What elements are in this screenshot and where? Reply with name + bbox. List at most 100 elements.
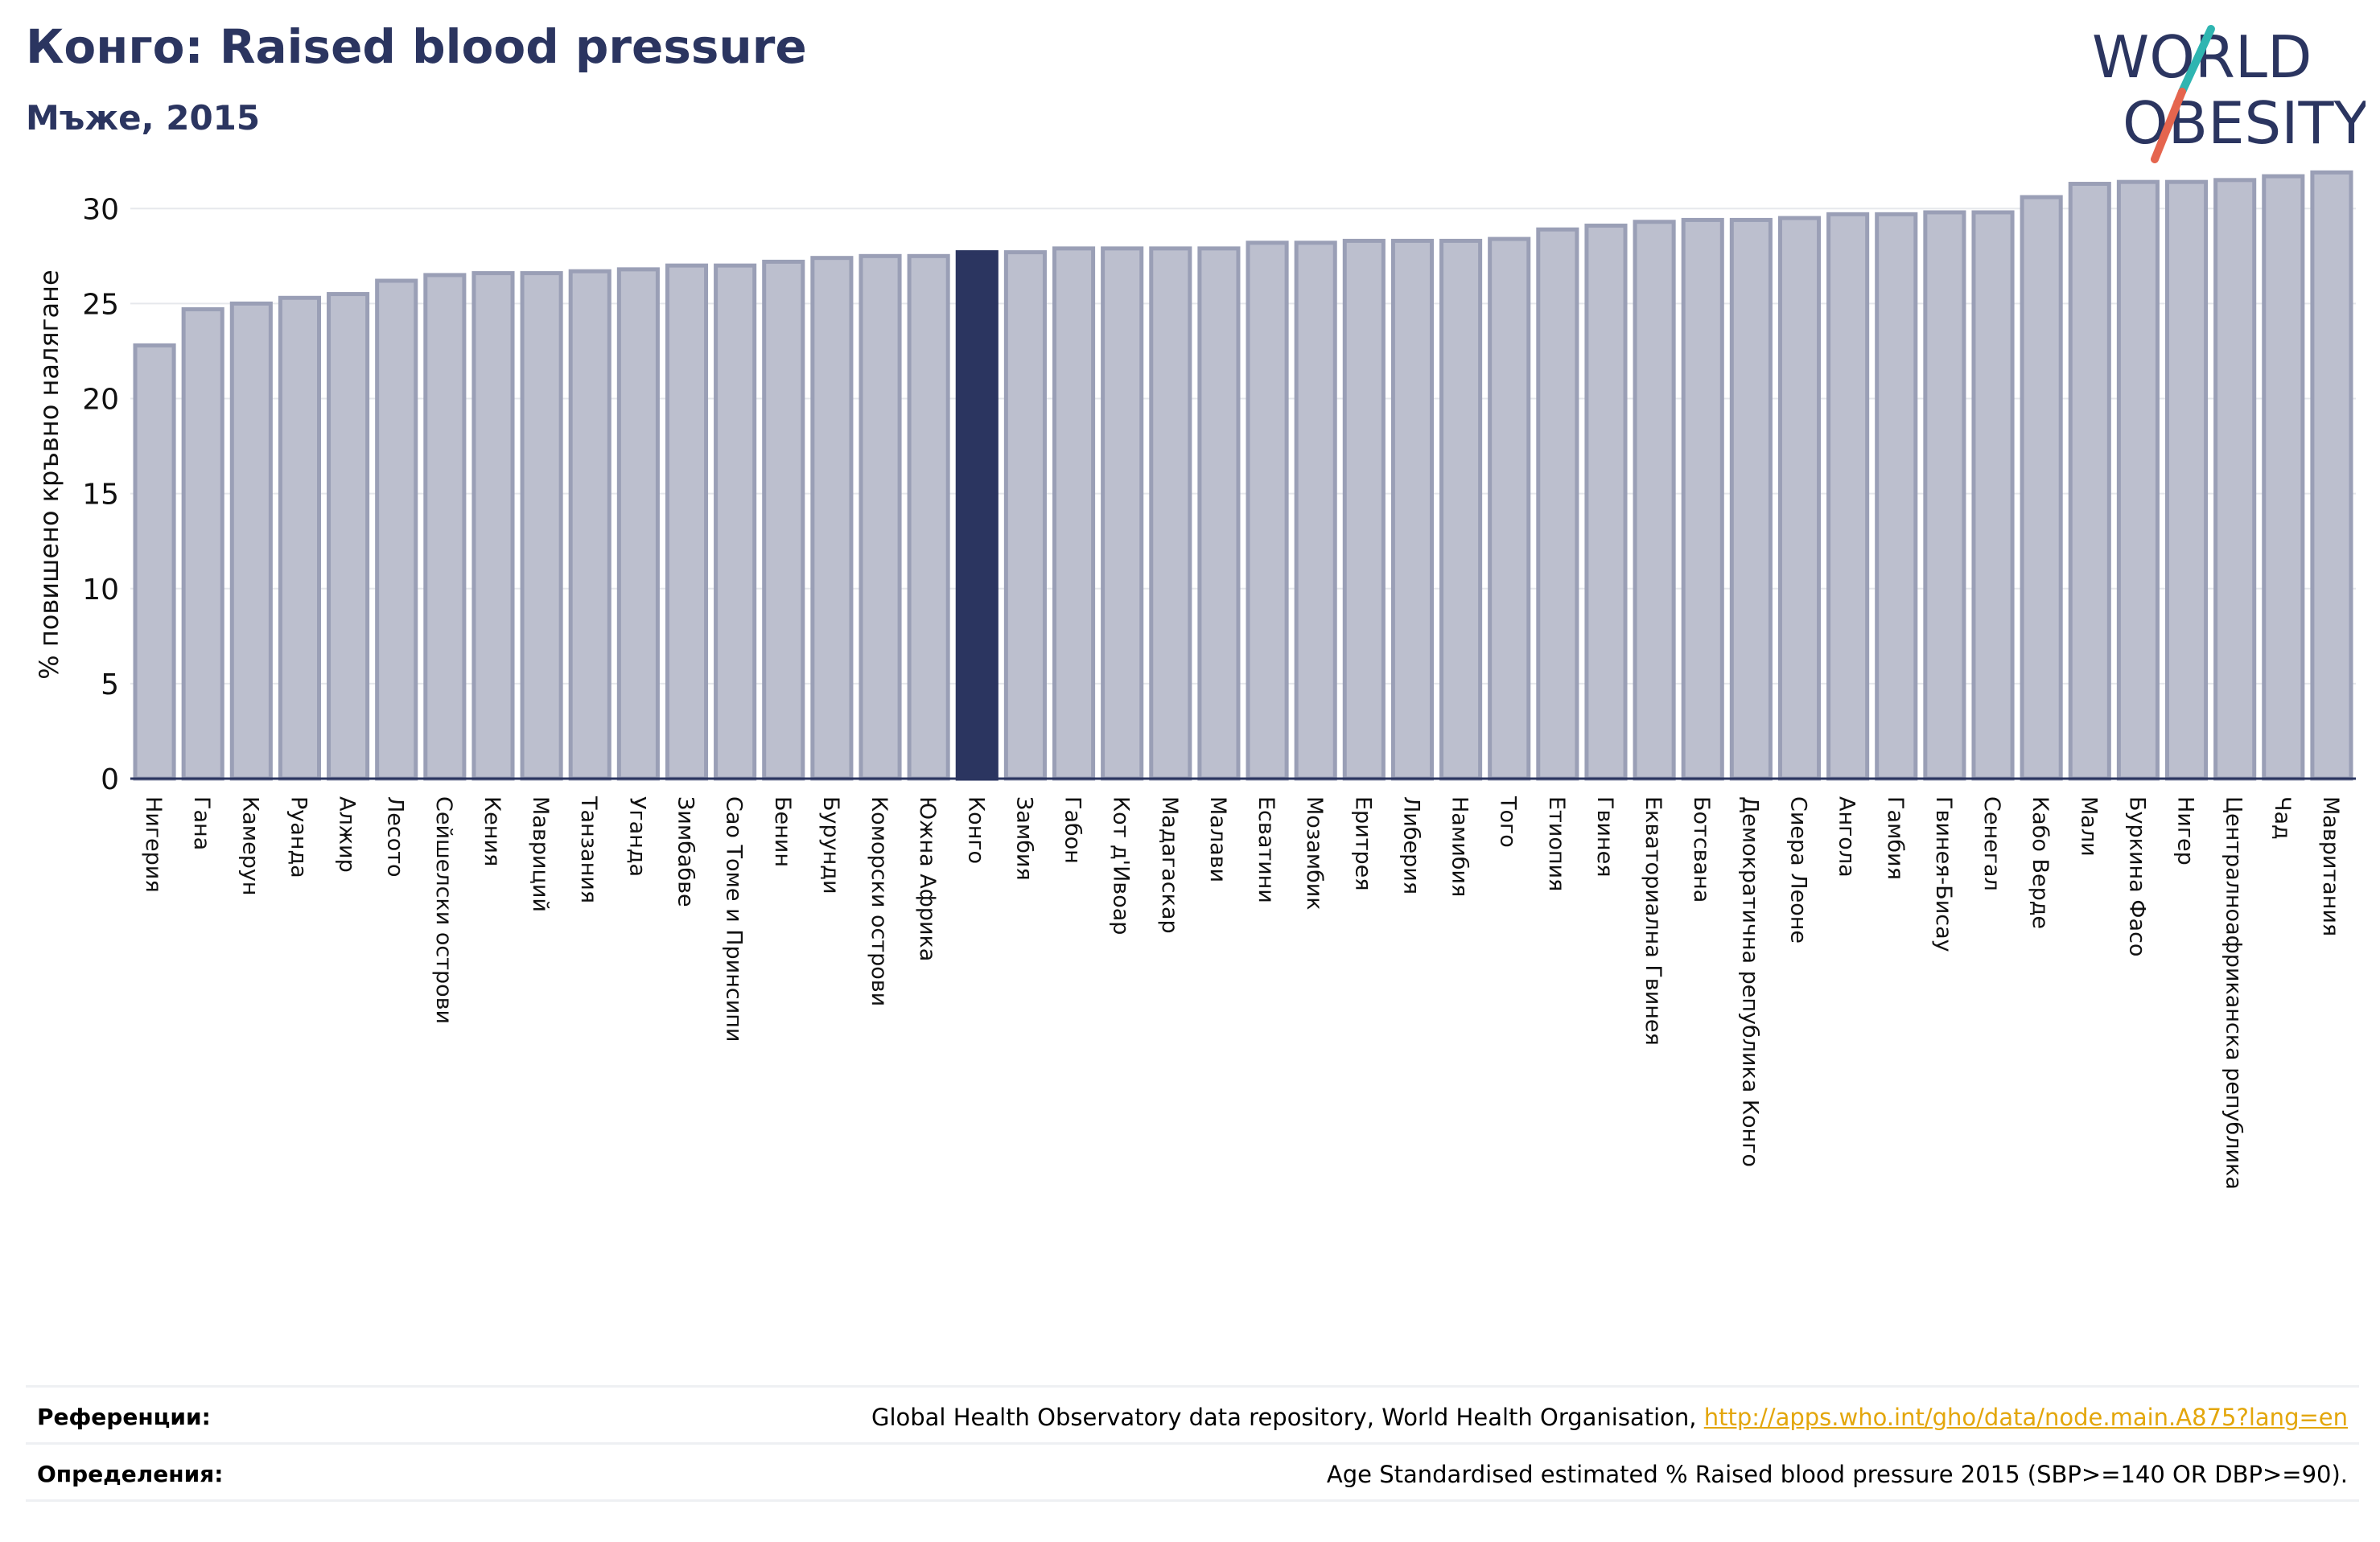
- x-tick-label: Бурунди: [818, 796, 843, 894]
- x-tick-label: Руанда: [286, 796, 311, 878]
- logo-slash-top: [2178, 25, 2215, 96]
- definitions-value: Age Standardised estimated % Raised bloo…: [1326, 1461, 2348, 1488]
- references-text: Global Health Observatory data repositor…: [871, 1404, 1704, 1431]
- x-tick-label: Камерун: [237, 796, 262, 895]
- x-tick-label: Уганда: [624, 796, 649, 877]
- x-tick-label: Сенегал: [1979, 796, 2004, 891]
- bar: [423, 273, 467, 781]
- bar: [568, 269, 611, 781]
- bar: [616, 267, 660, 781]
- x-tick-label: Екваториална Гвинея: [1641, 796, 1666, 1046]
- x-tick-label: Конго: [963, 796, 988, 864]
- references-label: Референции:: [37, 1404, 211, 1430]
- x-tick-label: Алжир: [335, 796, 360, 873]
- bar: [1294, 241, 1337, 781]
- x-tick-label: Сейшелски острови: [431, 796, 456, 1024]
- bar: [278, 295, 322, 781]
- x-tick-label: Габон: [1060, 796, 1085, 864]
- y-tick-label: 15: [82, 479, 119, 512]
- bar: [1246, 241, 1289, 781]
- x-tick-label: Мавритания: [2318, 796, 2343, 936]
- bar: [1101, 246, 1144, 781]
- bar: [471, 271, 515, 781]
- bar: [1875, 212, 1918, 781]
- x-tick-label: Сао Томе и Принсипи: [722, 796, 747, 1042]
- page-subtitle: Мъже, 2015: [26, 98, 261, 138]
- chart-area: 0 5 10 15 20 25 30 Нигерия Гана Камерун Руанда Алжи…: [34, 170, 2356, 1190]
- definitions-row: Определения: Age Standardised estimated …: [26, 1442, 2359, 1501]
- x-tick-label: Лесото: [383, 796, 408, 878]
- references-value: Global Health Observatory data repositor…: [871, 1404, 2348, 1431]
- bar: [229, 301, 273, 781]
- y-tick-label: 5: [101, 668, 119, 701]
- x-tick-label: Демократична република Конго: [1737, 796, 1762, 1167]
- x-tick-label: Мозамбик: [1302, 796, 1327, 911]
- bar: [520, 271, 563, 781]
- references-link[interactable]: http://apps.who.int/gho/data/node.main.A…: [1703, 1404, 2348, 1431]
- bar: [2310, 170, 2353, 781]
- world-obesity-logo: WORLD OBESITY: [2092, 23, 2366, 163]
- y-axis-label: % повишено кръвно налягане: [34, 269, 64, 679]
- footer-divider: [26, 1499, 2359, 1502]
- bar-highlighted: [955, 250, 999, 781]
- bar: [1003, 250, 1047, 781]
- bar: [810, 256, 854, 781]
- bar: [1777, 216, 1822, 781]
- references-row: Референции: Global Health Observatory da…: [26, 1385, 2359, 1444]
- bar: [1439, 238, 1483, 781]
- bar: [1681, 217, 1724, 781]
- y-tick-label: 20: [82, 384, 119, 417]
- x-tick-label: Того: [1496, 796, 1521, 848]
- bar: [133, 343, 176, 781]
- page-title: Конго: Raised blood pressure: [26, 19, 807, 74]
- x-tick-label: Гвинея-Бисау: [1931, 796, 1956, 952]
- x-tick-label: Чад: [2270, 796, 2295, 840]
- bar: [2164, 179, 2209, 781]
- bar: [665, 263, 709, 781]
- bar: [1536, 227, 1579, 781]
- x-tick-label: Еритрея: [1350, 796, 1375, 890]
- bar: [375, 278, 418, 781]
- bar: [1488, 236, 1531, 781]
- bar: [1149, 246, 1192, 781]
- definitions-label: Определения:: [37, 1461, 224, 1487]
- x-tick-label: Коморски острови: [867, 796, 891, 1006]
- x-tick-label: Либерия: [1398, 796, 1423, 894]
- bar: [327, 292, 370, 781]
- bar: [1052, 246, 1096, 781]
- x-tick-label: Мали: [2076, 796, 2101, 857]
- bar: [1584, 224, 1628, 781]
- x-tick-label: Мадагаскар: [1157, 796, 1182, 934]
- x-tick-label: Ботсвана: [1689, 796, 1714, 903]
- x-tick-label: Етиопия: [1544, 796, 1569, 891]
- x-tick-label: Мавриций: [528, 796, 553, 912]
- bar-chart: 0 5 10 15 20 25 30 Нигерия Гана Камерун Руанда Алжи…: [34, 170, 2356, 1190]
- x-tick-label: Есватини: [1254, 796, 1279, 903]
- x-tick-label: Замбия: [1011, 796, 1036, 881]
- x-tick-label: Гвинея: [1592, 796, 1617, 877]
- bar: [859, 253, 902, 781]
- x-tick-label: Гана: [189, 796, 214, 850]
- y-tick-label: 0: [101, 763, 119, 796]
- bar: [2262, 174, 2305, 781]
- bar: [2068, 182, 2111, 781]
- x-tick-label: Кабо Верде: [2028, 796, 2053, 929]
- bar: [2213, 178, 2257, 781]
- x-tick-label: Нигерия: [141, 796, 166, 893]
- x-tick-label: Южна Африка: [915, 796, 940, 961]
- x-tick-label: Кот д'Ивоар: [1109, 796, 1134, 935]
- bar: [714, 263, 757, 781]
- x-tick-label: Зимбабве: [673, 796, 698, 907]
- x-tick-label: Кения: [480, 796, 504, 866]
- bar: [1342, 238, 1386, 781]
- x-tick-label: Танзания: [576, 796, 601, 903]
- x-tick-label: Ангола: [1834, 796, 1859, 878]
- x-tick-label: Буркина Фасо: [2124, 796, 2149, 956]
- bar: [1197, 246, 1241, 781]
- bar: [1826, 212, 1870, 781]
- x-tick-label: Намибия: [1447, 796, 1472, 897]
- bar: [762, 259, 805, 781]
- bar: [1633, 220, 1676, 781]
- x-tick-label: Гамбия: [1883, 796, 1908, 880]
- bar: [1390, 238, 1435, 781]
